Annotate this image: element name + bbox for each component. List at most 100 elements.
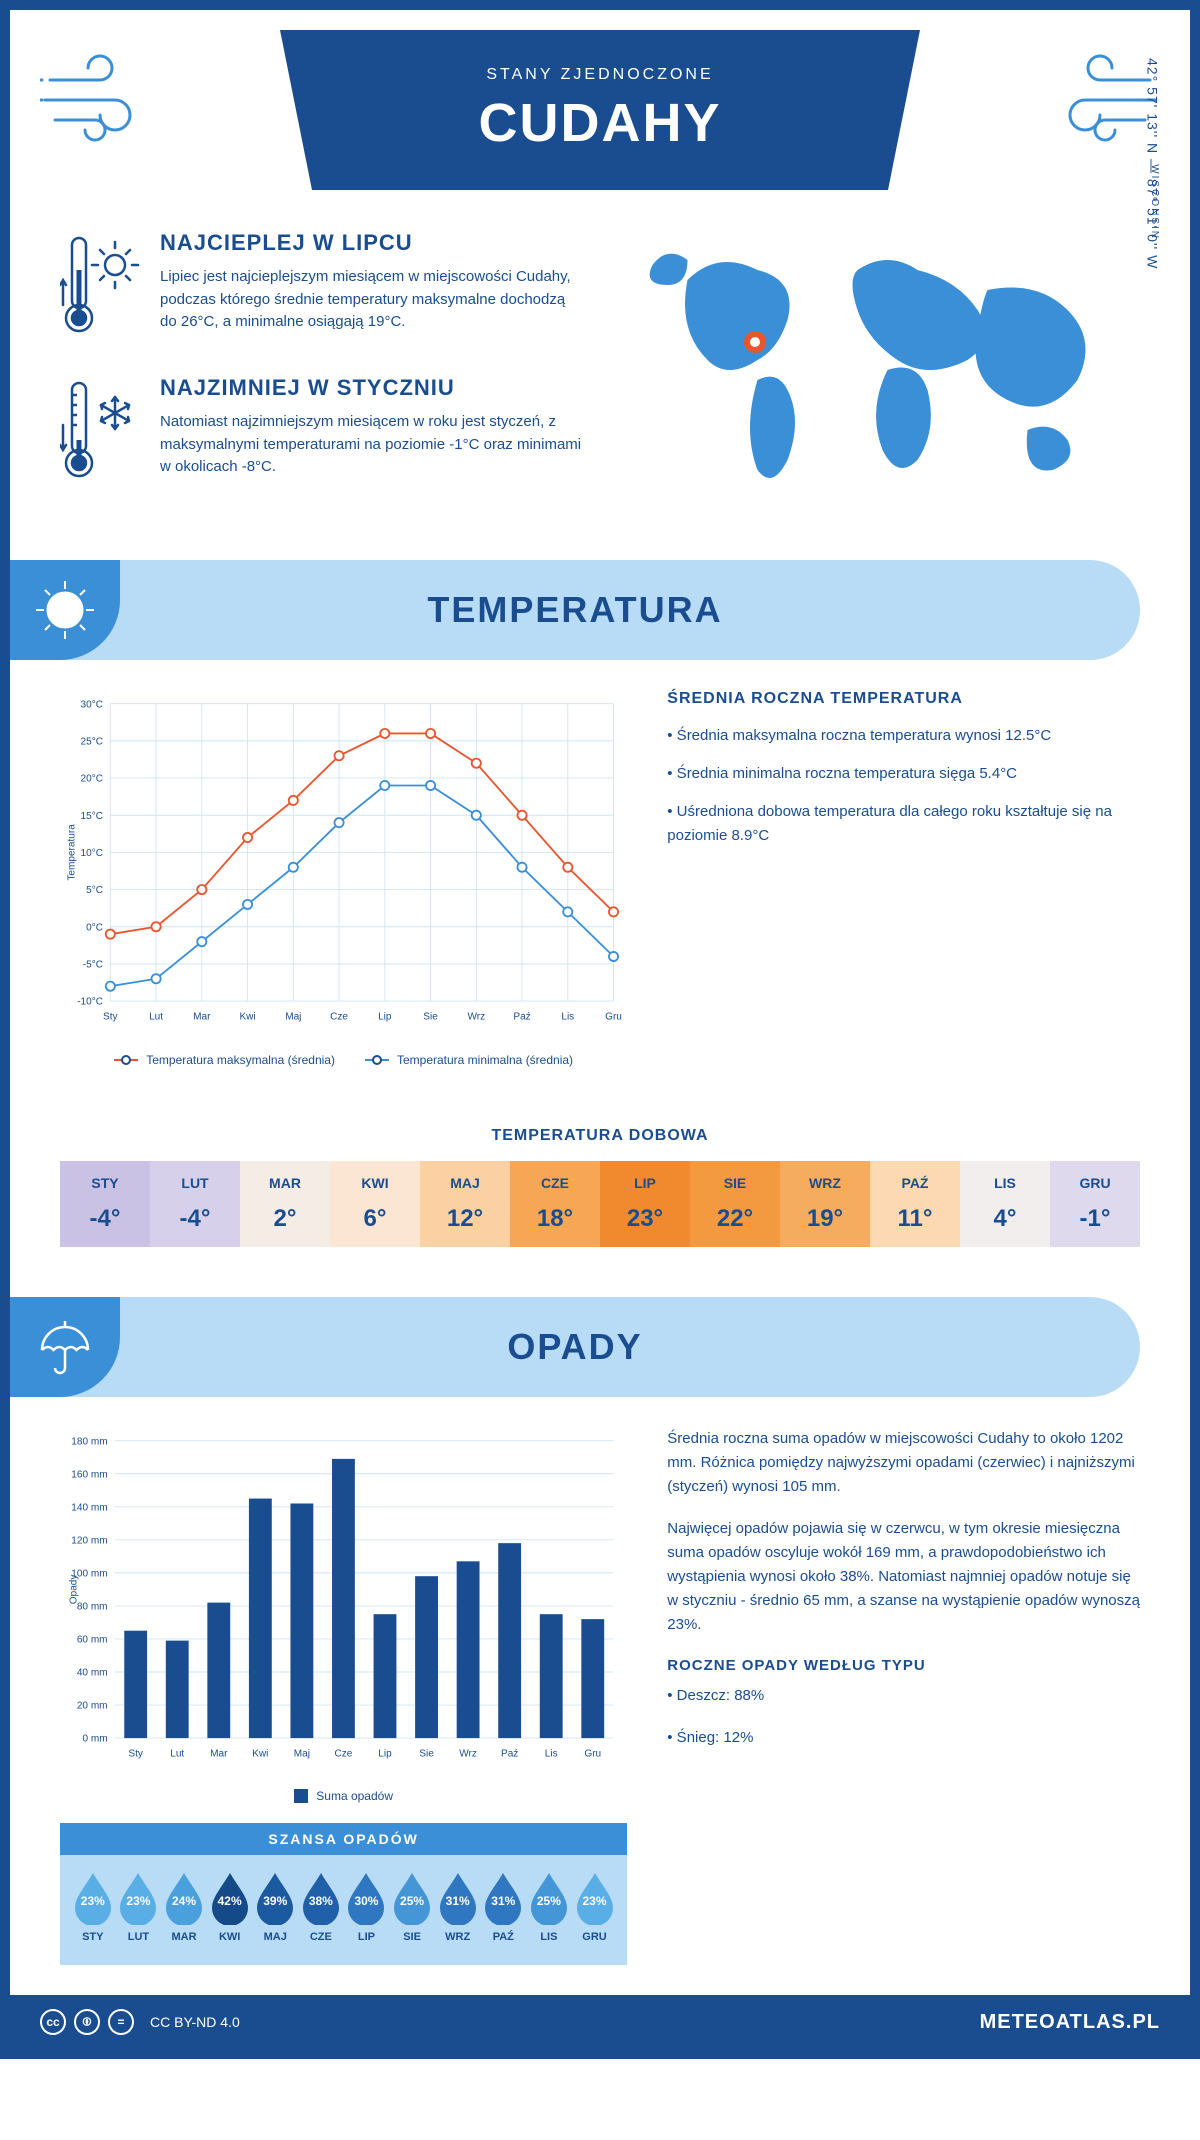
- svg-text:Wrz: Wrz: [467, 1011, 485, 1022]
- svg-text:40 mm: 40 mm: [77, 1667, 108, 1678]
- daily-temp-cell: LIS4°: [960, 1161, 1050, 1247]
- svg-text:Sty: Sty: [128, 1748, 143, 1759]
- daily-temp-table: STY-4°LUT-4°MAR2°KWI6°MAJ12°CZE18°LIP23°…: [10, 1161, 1190, 1297]
- droplet-icon: 31%: [436, 1871, 480, 1925]
- temperature-section-header: TEMPERATURA: [10, 560, 1140, 660]
- hottest-text: Lipiec jest najcieplejszym miesiącem w m…: [160, 266, 585, 334]
- svg-text:Paź: Paź: [501, 1748, 518, 1759]
- droplet-icon: 38%: [299, 1871, 343, 1925]
- svg-text:Gru: Gru: [584, 1748, 601, 1759]
- sun-icon: [10, 560, 120, 660]
- temperature-chart: -10°C-5°C0°C5°C10°C15°C20°C25°C30°CStyLu…: [60, 690, 627, 1067]
- precipitation-title: OPADY: [507, 1326, 642, 1368]
- precip-chance-item: 31% PAŹ: [480, 1871, 526, 1943]
- svg-text:Paź: Paź: [513, 1011, 530, 1022]
- legend-item: Suma opadów: [294, 1789, 393, 1803]
- svg-text:30°C: 30°C: [81, 699, 103, 710]
- daily-temp-cell: LIP23°: [600, 1161, 690, 1247]
- daily-temp-cell: PAŹ11°: [870, 1161, 960, 1247]
- world-map: WISCONSIN 42° 57' 13'' N — 87° 51' 0'' W: [615, 230, 1140, 520]
- svg-text:Cze: Cze: [330, 1011, 348, 1022]
- hottest-block: NAJCIEPLEJ W LIPCU Lipiec jest najcieple…: [60, 230, 585, 345]
- wind-icon: [1040, 40, 1160, 155]
- precip-chance-item: 23% LUT: [116, 1871, 162, 1943]
- svg-text:160 mm: 160 mm: [71, 1469, 107, 1480]
- svg-text:60 mm: 60 mm: [77, 1634, 108, 1645]
- umbrella-icon: [10, 1297, 120, 1397]
- droplet-icon: 23%: [573, 1871, 617, 1925]
- svg-text:Lip: Lip: [378, 1748, 392, 1759]
- precip-chance-item: 39% MAJ: [252, 1871, 298, 1943]
- precip-paragraph: Najwięcej opadów pojawia się w czerwcu, …: [667, 1517, 1140, 1637]
- precip-chance-item: 23% STY: [70, 1871, 116, 1943]
- svg-text:Lis: Lis: [545, 1748, 558, 1759]
- droplet-icon: 23%: [71, 1871, 115, 1925]
- annual-temp-title: ŚREDNIA ROCZNA TEMPERATURA: [667, 690, 1140, 708]
- svg-text:5°C: 5°C: [86, 885, 103, 896]
- droplet-icon: 23%: [116, 1871, 160, 1925]
- annual-bullet: • Średnia minimalna roczna temperatura s…: [667, 762, 1140, 786]
- coldest-text: Natomiast najzimniejszym miesiącem w rok…: [160, 411, 585, 479]
- thermometer-hot-icon: [60, 230, 140, 345]
- precip-chance-item: 31% WRZ: [435, 1871, 481, 1943]
- coordinates: 42° 57' 13'' N — 87° 51' 0'' W: [1144, 58, 1160, 269]
- svg-text:Maj: Maj: [294, 1748, 310, 1759]
- svg-text:20°C: 20°C: [81, 774, 103, 785]
- precip-chance-item: 23% GRU: [572, 1871, 618, 1943]
- svg-text:Wrz: Wrz: [459, 1748, 477, 1759]
- svg-text:80 mm: 80 mm: [77, 1601, 108, 1612]
- site-name: METEOATLAS.PL: [980, 2011, 1160, 2034]
- svg-text:10°C: 10°C: [81, 848, 103, 859]
- precip-chance-item: 30% LIP: [344, 1871, 390, 1943]
- svg-text:0°C: 0°C: [86, 922, 103, 933]
- svg-text:Kwi: Kwi: [239, 1011, 255, 1022]
- daily-temp-cell: KWI6°: [330, 1161, 420, 1247]
- droplet-icon: 25%: [527, 1871, 571, 1925]
- droplet-icon: 30%: [344, 1871, 388, 1925]
- droplet-icon: 25%: [390, 1871, 434, 1925]
- precip-type-item: • Śnieg: 12%: [667, 1726, 1140, 1750]
- svg-text:Lip: Lip: [378, 1011, 392, 1022]
- daily-temp-cell: CZE18°: [510, 1161, 600, 1247]
- coldest-title: NAJZIMNIEJ W STYCZNIU: [160, 375, 585, 401]
- svg-text:120 mm: 120 mm: [71, 1535, 107, 1546]
- daily-temp-cell: LUT-4°: [150, 1161, 240, 1247]
- legend-item: Temperatura minimalna (średnia): [365, 1053, 573, 1067]
- annual-bullet: • Średnia maksymalna roczna temperatura …: [667, 724, 1140, 748]
- daily-temp-cell: GRU-1°: [1050, 1161, 1140, 1247]
- svg-text:Mar: Mar: [193, 1011, 211, 1022]
- svg-text:Cze: Cze: [335, 1748, 353, 1759]
- svg-text:0 mm: 0 mm: [82, 1733, 107, 1744]
- daily-temp-cell: MAR2°: [240, 1161, 330, 1247]
- svg-text:Kwi: Kwi: [252, 1748, 268, 1759]
- svg-text:Gru: Gru: [605, 1011, 622, 1022]
- svg-text:Sie: Sie: [419, 1748, 434, 1759]
- droplet-icon: 42%: [208, 1871, 252, 1925]
- precip-chance-item: 25% LIS: [526, 1871, 572, 1943]
- header-banner: CUDAHY STANY ZJEDNOCZONE: [280, 30, 920, 190]
- city-name: CUDAHY: [478, 92, 721, 154]
- daily-temp-cell: WRZ19°: [780, 1161, 870, 1247]
- precipitation-chart: 0 mm20 mm40 mm60 mm80 mm100 mm120 mm140 …: [60, 1427, 627, 1775]
- svg-text:180 mm: 180 mm: [71, 1436, 107, 1447]
- annual-bullet: • Uśredniona dobowa temperatura dla całe…: [667, 800, 1140, 848]
- svg-text:Sie: Sie: [423, 1011, 438, 1022]
- precip-chance-item: 38% CZE: [298, 1871, 344, 1943]
- droplet-icon: 31%: [481, 1871, 525, 1925]
- precip-chance-item: 25% SIE: [389, 1871, 435, 1943]
- precip-by-type-title: ROCZNE OPADY WEDŁUG TYPU: [667, 1657, 1140, 1674]
- svg-text:20 mm: 20 mm: [77, 1700, 108, 1711]
- hottest-title: NAJCIEPLEJ W LIPCU: [160, 230, 585, 256]
- precip-type-item: • Deszcz: 88%: [667, 1684, 1140, 1708]
- license-text: CC BY-ND 4.0: [150, 2014, 240, 2030]
- svg-text:25°C: 25°C: [81, 737, 103, 748]
- coldest-block: NAJZIMNIEJ W STYCZNIU Natomiast najzimni…: [60, 375, 585, 490]
- footer: cc 🅯 = CC BY-ND 4.0 METEOATLAS.PL: [10, 1995, 1190, 2049]
- droplet-icon: 39%: [253, 1871, 297, 1925]
- svg-text:-5°C: -5°C: [83, 960, 103, 971]
- svg-text:Mar: Mar: [210, 1748, 228, 1759]
- daily-temp-cell: STY-4°: [60, 1161, 150, 1247]
- precip-chance-item: 24% MAR: [161, 1871, 207, 1943]
- svg-text:Lut: Lut: [170, 1748, 184, 1759]
- precip-chance-box: SZANSA OPADÓW 23% STY 23% LUT 24% MAR 42…: [60, 1823, 627, 1965]
